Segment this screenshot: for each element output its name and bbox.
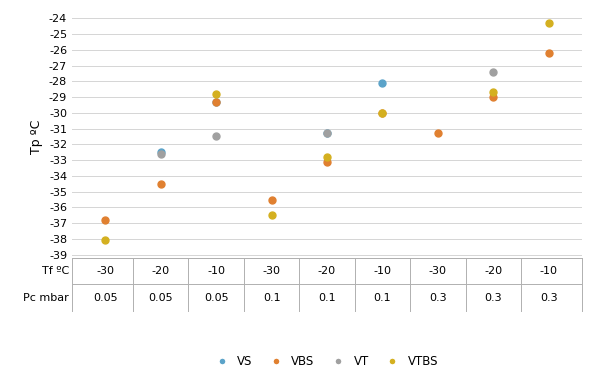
VBS (433, 130, 443, 136)
Text: 0.1: 0.1 (318, 293, 336, 302)
Text: 0.05: 0.05 (93, 293, 118, 302)
Text: -30: -30 (96, 266, 114, 276)
VTBS (100, 238, 110, 244)
Text: 0.1: 0.1 (263, 293, 280, 302)
VTBS (544, 20, 554, 26)
Text: -30: -30 (263, 266, 281, 276)
Text: Tf ºC: Tf ºC (42, 266, 69, 276)
VBS (544, 50, 554, 56)
Text: -10: -10 (207, 266, 225, 276)
VBS (322, 159, 332, 165)
Text: -10: -10 (540, 266, 558, 276)
Y-axis label: Tp ºC: Tp ºC (31, 119, 43, 153)
VS (377, 80, 387, 86)
VTBS (322, 154, 332, 160)
Text: 0.05: 0.05 (148, 293, 173, 302)
VBS (267, 196, 277, 202)
VTBS (211, 91, 221, 97)
VBS (488, 94, 498, 100)
VT (488, 69, 498, 75)
VBS (100, 217, 110, 223)
VS (322, 130, 332, 136)
VT (322, 130, 332, 136)
VTBS (377, 110, 387, 116)
Legend: VS, VBS, VT, VTBS: VS, VBS, VT, VTBS (205, 351, 443, 373)
VBS (211, 99, 221, 105)
Text: -20: -20 (318, 266, 336, 276)
Text: -20: -20 (152, 266, 170, 276)
VBS (156, 181, 166, 187)
VT (211, 133, 221, 139)
Text: 0.05: 0.05 (204, 293, 229, 302)
VTBS (267, 212, 277, 218)
Text: -20: -20 (484, 266, 502, 276)
VS (156, 149, 166, 155)
VT (156, 151, 166, 157)
VTBS (488, 89, 498, 96)
Text: -30: -30 (429, 266, 447, 276)
VBS (377, 110, 387, 116)
Text: Pc mbar: Pc mbar (23, 293, 69, 302)
Text: -10: -10 (373, 266, 391, 276)
Text: 0.3: 0.3 (484, 293, 502, 302)
Text: 0.3: 0.3 (540, 293, 557, 302)
VS (211, 99, 221, 105)
Text: 0.1: 0.1 (374, 293, 391, 302)
Text: 0.3: 0.3 (429, 293, 446, 302)
